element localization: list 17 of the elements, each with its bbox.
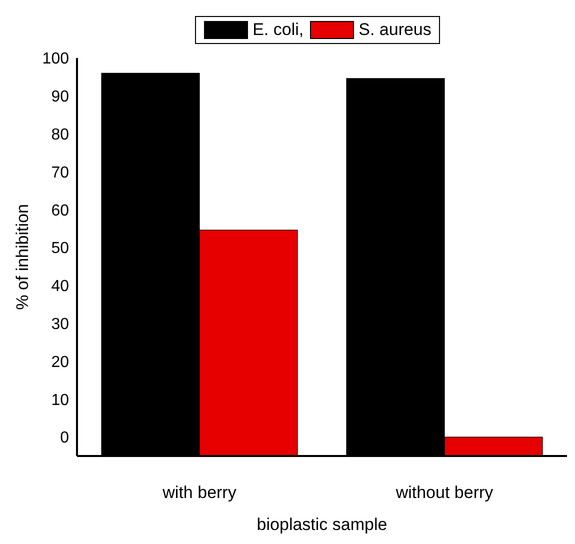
legend-label: E. coli, <box>252 20 304 40</box>
y-tick-label: 20 <box>51 354 70 371</box>
y-tick-label: 30 <box>51 316 70 334</box>
y-tick-label: 100 <box>42 50 70 68</box>
y-tick-label: 60 <box>51 202 70 220</box>
y-axis-title: % of inhibition <box>13 204 32 310</box>
y-tick-label: 50 <box>51 240 70 258</box>
x-axis-title: bioplastic sample <box>256 515 388 534</box>
x-tick-label: without berry <box>394 483 494 502</box>
legend-label: S. aureus <box>358 20 432 40</box>
y-tick-label: 10 <box>51 392 70 409</box>
x-tick-label: with berry <box>162 483 237 502</box>
y-tick-label: 80 <box>51 126 70 144</box>
y-tick-label: 0 <box>60 430 70 447</box>
y-tick-label: 40 <box>51 278 70 296</box>
y-tick-label: 90 <box>51 88 70 106</box>
y-tick-label: 70 <box>51 164 70 182</box>
